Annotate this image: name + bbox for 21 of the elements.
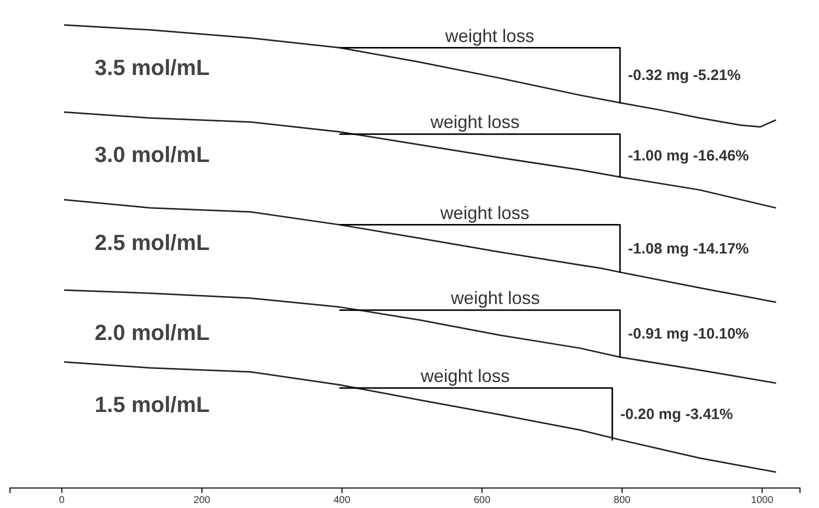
annotation: -0.91 mg -10.10% <box>628 325 749 342</box>
annotation: weight loss <box>439 202 530 223</box>
annotation: -1.00 mg -16.46% <box>628 148 749 165</box>
x-tick-label: 800 <box>614 495 631 506</box>
annotation: weight loss <box>450 288 540 308</box>
annotation: -1.08 mg -14.17% <box>628 240 749 258</box>
series-label: 1.5 mol/mL <box>94 392 210 418</box>
x-tick-label: 0 <box>59 495 66 506</box>
series-label: 3.0 mol/mL <box>94 142 210 168</box>
x-tick-label: 400 <box>334 495 351 506</box>
annotation: -0.20 mg -3.41% <box>620 406 733 423</box>
series-label: 2.5 mol/mL <box>94 230 210 255</box>
x-tick-label: 1000 <box>751 495 774 506</box>
annotation: weight loss <box>444 26 534 46</box>
annotation: weight loss <box>420 366 510 386</box>
series-label: 3.5 mol/mL <box>94 55 210 80</box>
series-label: 2.0 mol/mL <box>94 320 210 346</box>
annotation: -0.32 mg -5.21% <box>628 67 741 84</box>
x-tick-label: 600 <box>474 495 491 506</box>
x-tick-label: 200 <box>194 495 211 506</box>
annotation: weight loss <box>430 112 520 132</box>
